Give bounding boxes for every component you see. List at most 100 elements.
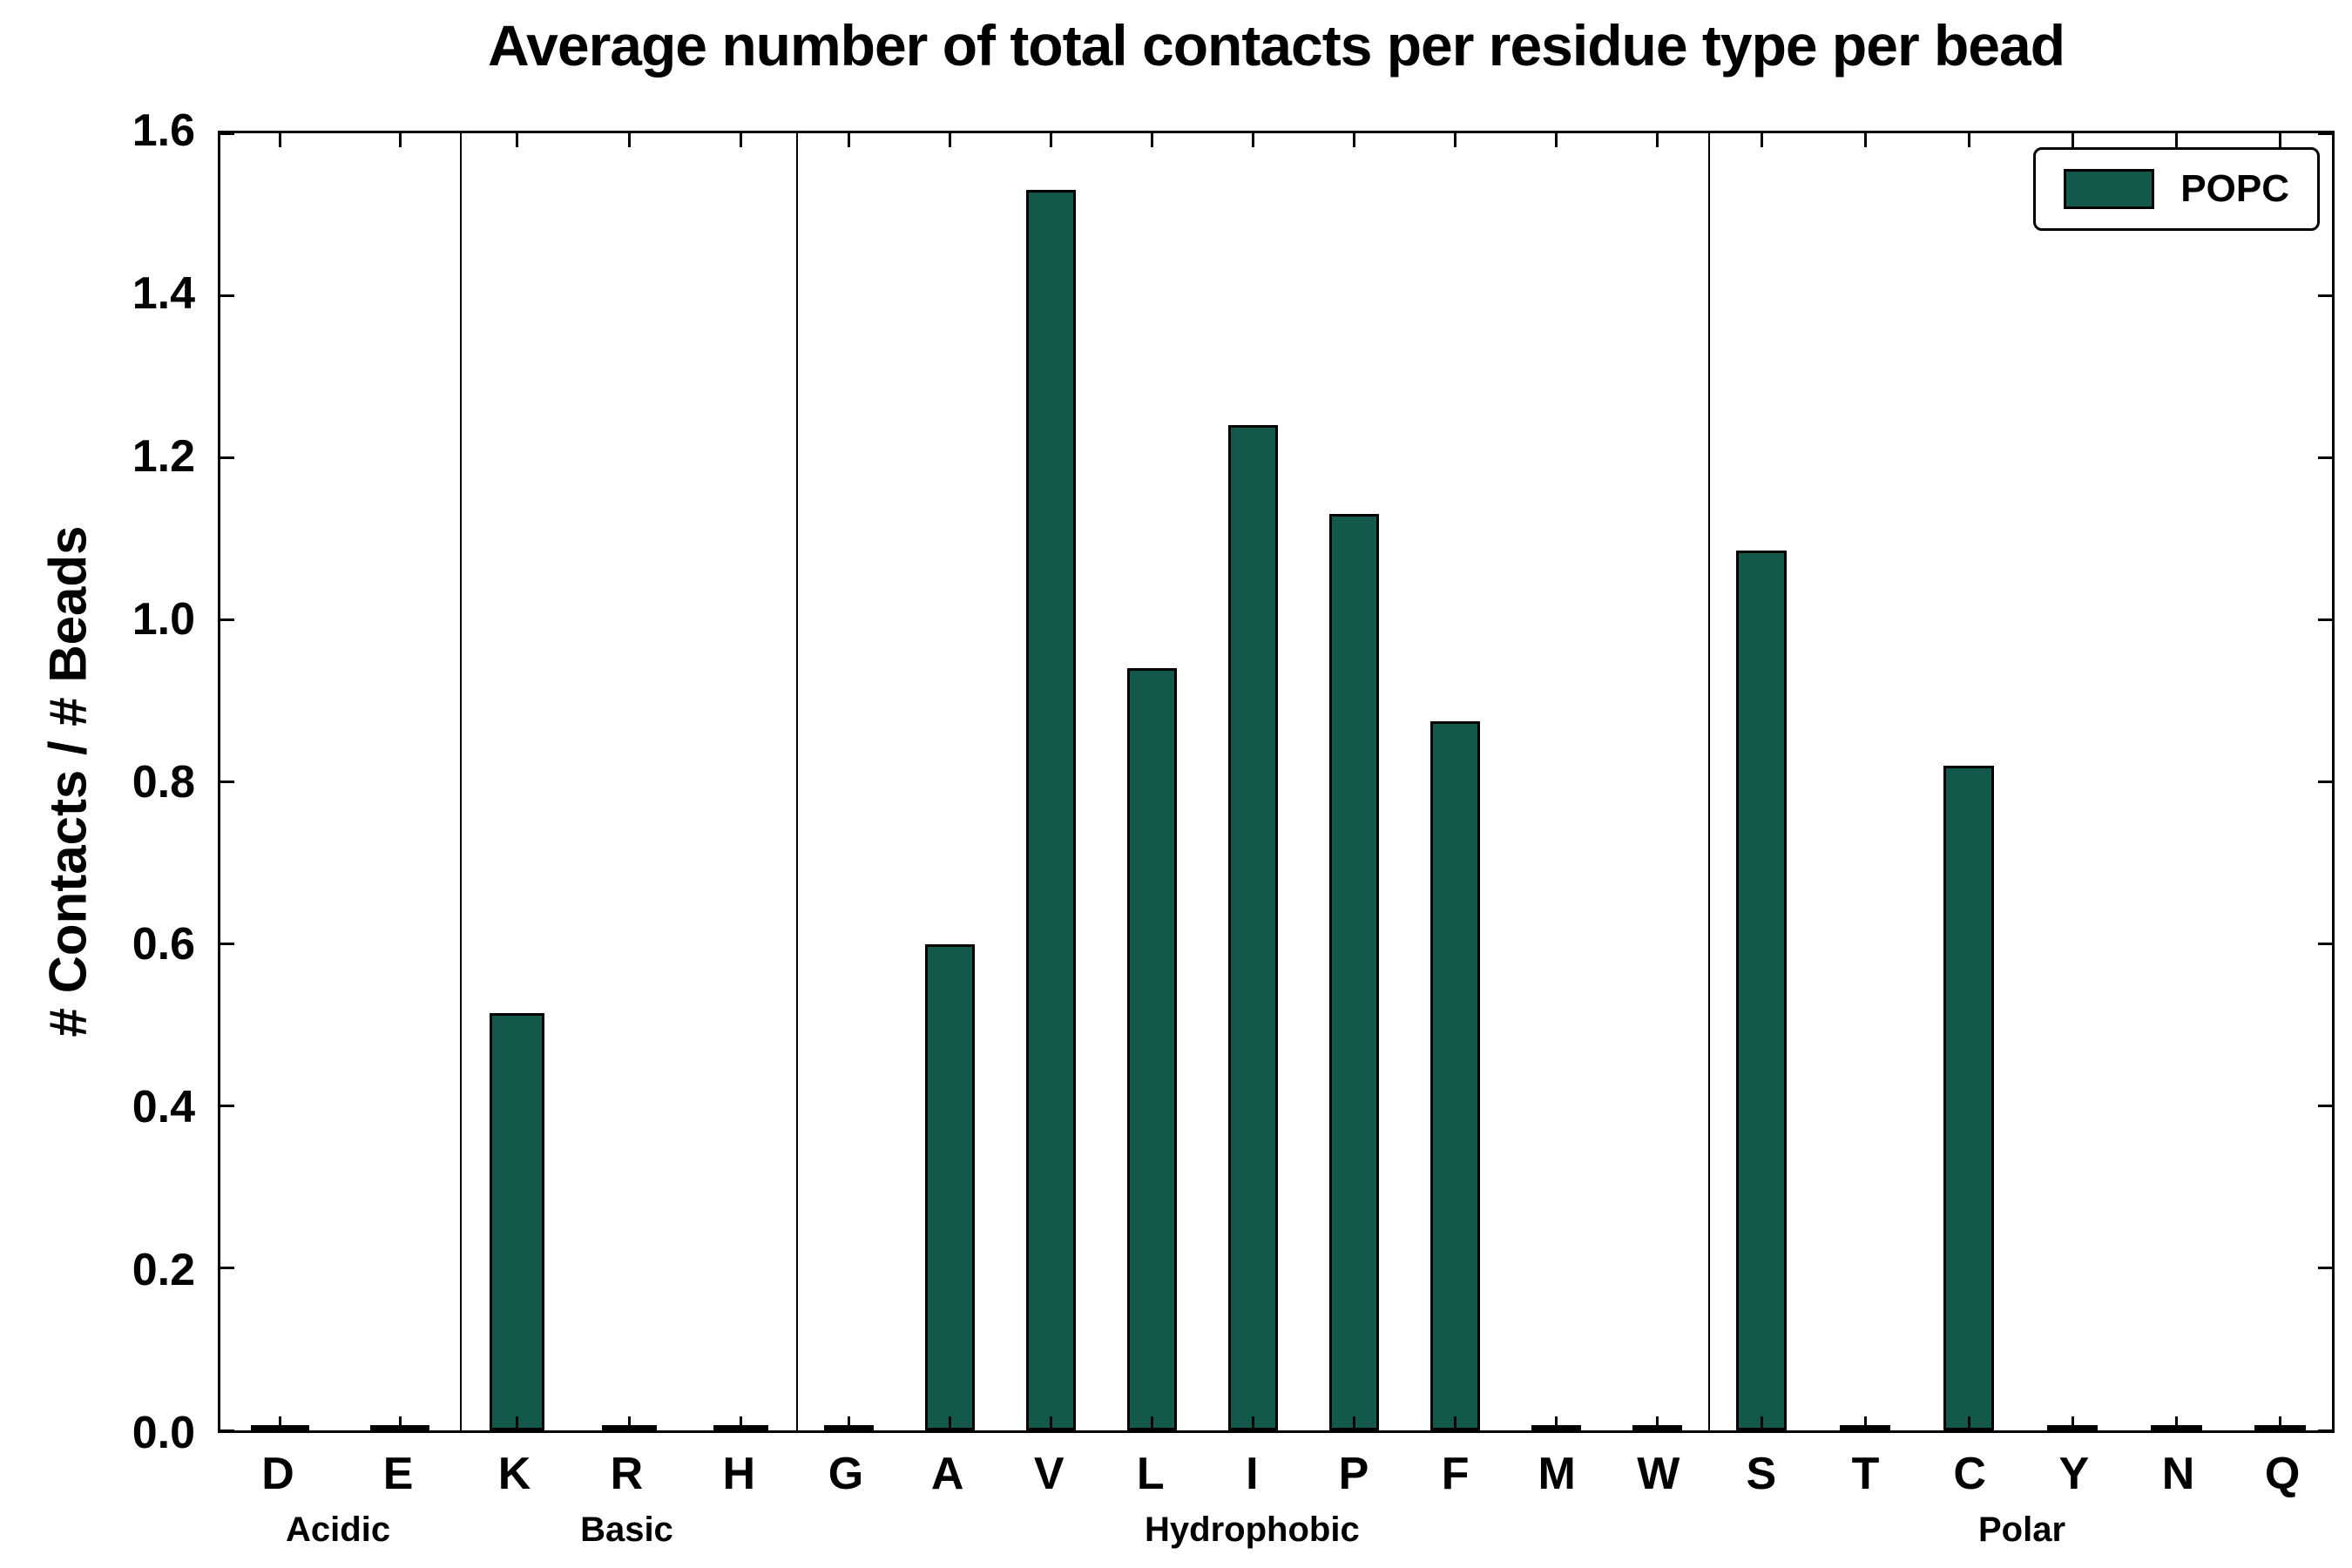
bar-slot-C	[1917, 133, 2021, 1430]
x-tick-label-E: E	[382, 1449, 414, 1499]
x-tick-label-T: T	[1851, 1449, 1880, 1499]
y-tick-right	[2318, 1105, 2332, 1108]
x-tick-label-I: I	[1246, 1449, 1259, 1499]
bar-slot-S	[1710, 133, 1814, 1430]
x-tick-label-N: N	[2161, 1449, 2195, 1499]
bar-H	[713, 1425, 768, 1430]
group-label-polar: Polar	[1978, 1511, 2066, 1549]
bar-G	[824, 1425, 874, 1430]
bar-slot-W	[1607, 133, 1708, 1430]
bar-groups	[220, 133, 2332, 1430]
bar-W	[1632, 1425, 1682, 1430]
bar-D	[251, 1425, 310, 1430]
group-hydrophobic	[796, 133, 1707, 1430]
bar-slot-R	[573, 133, 685, 1430]
legend: POPC	[2033, 147, 2320, 231]
bar-slot-P	[1304, 133, 1405, 1430]
y-tick-left	[220, 132, 234, 135]
y-tick-left	[220, 1105, 234, 1108]
x-tick-label-V: V	[1033, 1449, 1064, 1499]
chart-title: Average number of total contacts per res…	[487, 13, 2065, 78]
bar-P	[1329, 514, 1379, 1430]
x-tick-label-C: C	[1953, 1449, 1986, 1499]
x-tick-label-D: D	[261, 1449, 294, 1499]
x-tick-label-Y: Y	[2058, 1449, 2090, 1499]
bar-E	[370, 1425, 429, 1430]
y-tick-left	[220, 1429, 234, 1432]
bar-Y	[2047, 1425, 2099, 1430]
y-tick-left	[220, 456, 234, 459]
bar-R	[601, 1425, 657, 1430]
y-axis-tick-labels: 0.0 0.2 0.4 0.6 0.8 1.0 1.2 1.4 1.6	[0, 108, 195, 1456]
y-tick-left	[220, 943, 234, 946]
bar-slot-V	[1000, 133, 1101, 1430]
bar-L	[1127, 668, 1177, 1430]
bar-slot-N	[2125, 133, 2228, 1430]
bar-slot-Q	[2228, 133, 2332, 1430]
bar-K	[490, 1012, 545, 1430]
y-tick-label-0.0: 0.0	[132, 1408, 195, 1458]
legend-swatch-popc	[2064, 169, 2155, 209]
x-tick-label-P: P	[1338, 1449, 1369, 1499]
x-tick-label-K: K	[497, 1449, 531, 1499]
bar-slot-A	[899, 133, 1000, 1430]
y-tick-label-0.8: 0.8	[132, 756, 195, 808]
y-tick-label-0.6: 0.6	[132, 919, 195, 970]
x-tick-label-L: L	[1136, 1449, 1165, 1499]
y-tick-right	[2318, 1267, 2332, 1270]
y-tick-left	[220, 1267, 234, 1270]
y-tick-label-1.4: 1.4	[132, 267, 195, 319]
bar-slot-G	[798, 133, 899, 1430]
x-tick-label-S: S	[1746, 1449, 1777, 1499]
group-acidic	[220, 133, 460, 1430]
y-tick-right	[2318, 943, 2332, 946]
y-tick-left	[220, 618, 234, 621]
bar-slot-F	[1405, 133, 1506, 1430]
y-tick-right	[2318, 781, 2332, 783]
y-tick-right	[2318, 618, 2332, 621]
bar-S	[1735, 551, 1788, 1430]
bar-Q	[2254, 1425, 2306, 1430]
group-label-acidic: Acidic	[286, 1511, 391, 1549]
x-tick-label-H: H	[722, 1449, 756, 1499]
bar-slot-H	[685, 133, 796, 1430]
bar-slot-K	[462, 133, 573, 1430]
y-tick-label-0.2: 0.2	[132, 1245, 195, 1296]
x-tick-label-M: M	[1538, 1449, 1576, 1499]
group-basic	[459, 133, 797, 1430]
bar-slot-L	[1102, 133, 1203, 1430]
bar-slot-E	[340, 133, 459, 1430]
y-tick-right	[2318, 1429, 2332, 1432]
y-tick-left	[220, 781, 234, 783]
y-tick-label-1.0: 1.0	[132, 593, 195, 645]
bar-slot-D	[220, 133, 340, 1430]
group-polar	[1707, 133, 2332, 1430]
x-tick-label-Q: Q	[2264, 1449, 2301, 1499]
y-tick-right	[2318, 132, 2332, 135]
y-tick-label-1.2: 1.2	[132, 430, 195, 482]
bar-A	[925, 943, 975, 1430]
x-tick-label-W: W	[1637, 1449, 1680, 1499]
bar-C	[1943, 765, 1995, 1430]
y-tick-right	[2318, 294, 2332, 297]
y-tick-label-0.4: 0.4	[132, 1082, 195, 1133]
bar-T	[1840, 1425, 1891, 1430]
bar-slot-Y	[2021, 133, 2125, 1430]
group-label-hydrophobic: Hydrophobic	[1145, 1511, 1360, 1549]
x-tick-label-R: R	[610, 1449, 644, 1499]
group-label-basic: Basic	[580, 1511, 673, 1549]
x-axis-group-labels: Acidic Basic Hydrophobic Polar	[218, 1512, 2335, 1547]
bar-M	[1531, 1425, 1581, 1430]
legend-label-popc: POPC	[2180, 167, 2289, 210]
x-tick-label-F: F	[1441, 1449, 1470, 1499]
x-tick-label-G: G	[828, 1449, 864, 1499]
y-tick-right	[2318, 456, 2332, 459]
bar-N	[2151, 1425, 2202, 1430]
x-tick-label-A: A	[930, 1449, 964, 1499]
